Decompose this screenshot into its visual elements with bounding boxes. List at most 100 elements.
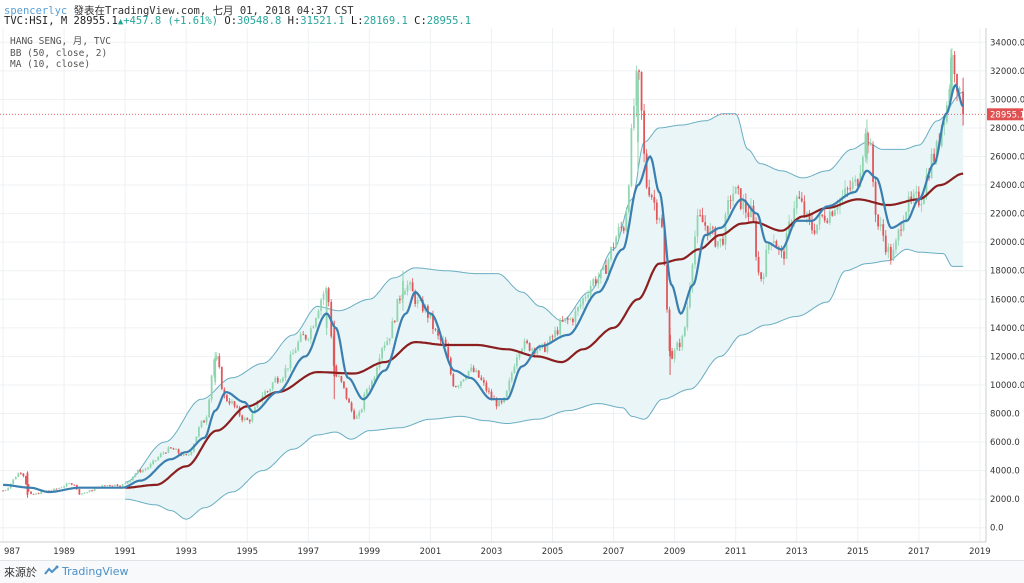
candle-body <box>897 229 900 241</box>
candle-body <box>307 339 310 340</box>
candle-body <box>214 357 217 383</box>
candle-body <box>859 172 862 187</box>
candle-body <box>381 348 383 359</box>
candle-body <box>203 420 205 423</box>
candle-body <box>246 418 249 420</box>
candle-body <box>521 349 523 353</box>
candle-body <box>73 484 76 486</box>
tradingview-logo-icon[interactable] <box>44 565 60 577</box>
legend-symbol[interactable]: HANG SENG, 月, TVC <box>10 36 112 47</box>
candle-body <box>518 352 521 358</box>
price-axis[interactable]: 0.0 2000.0 4000.0 6000.0 8000.0 10000.0 12000.… <box>985 0 1024 560</box>
price-tick-label: 6000.0 <box>990 438 1020 448</box>
time-axis[interactable]: 987 1989 1991 1993 1995 1997 1999 2001 2003 2005 2… <box>0 541 991 557</box>
candle-body <box>465 376 467 380</box>
time-tick-label: 2005 <box>542 547 564 557</box>
candle-body <box>780 249 783 252</box>
author-link[interactable]: spencerlyc <box>4 5 68 17</box>
legend-ma[interactable]: MA (10, close) <box>10 59 91 70</box>
candle-body <box>544 343 546 352</box>
candle-body <box>391 320 394 339</box>
candle-body <box>164 452 167 454</box>
candle-body <box>368 387 371 390</box>
candle-body <box>25 476 27 485</box>
price-tick-label: 32000.0 <box>990 67 1024 77</box>
candle-body <box>633 106 635 129</box>
candle-body <box>482 379 485 383</box>
price-tick-label: 34000.0 <box>990 38 1024 48</box>
candle-body <box>658 218 661 220</box>
candle-body <box>948 89 951 106</box>
candle-body <box>831 211 834 216</box>
candle-body <box>669 334 671 357</box>
candle-body <box>874 181 877 215</box>
candle-body <box>729 200 732 201</box>
close-value: 28955.1 <box>426 15 472 27</box>
candle-body <box>157 457 160 461</box>
time-tick-label: 1999 <box>359 547 381 557</box>
candle-body <box>793 208 796 221</box>
candle-body <box>396 298 399 322</box>
candle-body <box>454 386 457 387</box>
candle-body <box>907 196 910 213</box>
price-tick-label: 14000.0 <box>990 324 1024 334</box>
candle-body <box>93 488 96 492</box>
candle-body <box>836 206 839 210</box>
legend-bb[interactable]: BB (50, close, 2) <box>10 47 108 59</box>
candle-body <box>892 249 895 261</box>
candle-body <box>956 74 958 92</box>
bb-lower-line <box>125 248 964 520</box>
candle-body <box>292 352 294 355</box>
bollinger-bands <box>125 91 964 520</box>
candle-body <box>856 179 859 187</box>
candle-body <box>744 200 747 213</box>
candle-body <box>236 406 238 408</box>
candle-body <box>213 359 216 376</box>
candle-body <box>757 256 760 273</box>
candle-body <box>159 453 162 458</box>
price-tick-label: 28000.0 <box>990 124 1024 134</box>
time-tick-label: 2009 <box>664 547 686 557</box>
candle-body <box>620 226 623 228</box>
candle-body <box>373 377 376 381</box>
tradingview-brand[interactable]: TradingView <box>62 565 129 578</box>
candle-body <box>790 220 793 222</box>
price-axis-bg[interactable] <box>986 0 1024 560</box>
candle-body <box>345 387 348 399</box>
candle-body <box>803 201 806 216</box>
candle-body <box>559 320 562 335</box>
candle-body <box>592 279 595 286</box>
candle-body <box>549 336 551 344</box>
candle-body <box>248 419 251 422</box>
candle-body <box>109 485 111 486</box>
time-tick-label: 2015 <box>847 547 869 557</box>
candle-body <box>617 226 620 238</box>
candle-body <box>467 370 470 377</box>
price-tick-label: 12000.0 <box>990 352 1024 362</box>
candle-body <box>510 373 513 381</box>
candle-body <box>767 244 770 250</box>
candle-body <box>187 454 190 456</box>
candle-body <box>182 454 185 456</box>
candle-body <box>785 233 788 259</box>
candle-body <box>254 407 256 414</box>
candle-body <box>432 314 434 330</box>
candle-body <box>625 212 628 231</box>
candle-body <box>309 328 312 340</box>
candle-body <box>129 480 132 483</box>
candle-body <box>772 241 775 243</box>
candle-body <box>594 279 597 284</box>
high-value: 31521.1 <box>300 15 345 27</box>
candle-body <box>711 227 714 229</box>
price-chart[interactable]: 0.0 2000.0 4000.0 6000.0 8000.0 10000.0 12000.… <box>0 0 1024 560</box>
candle-body <box>879 224 882 227</box>
candle-body <box>653 197 656 203</box>
candle-body <box>783 251 785 259</box>
candles <box>2 47 964 498</box>
candle-body <box>681 336 684 348</box>
candle-body <box>139 469 142 472</box>
candle-body <box>7 488 10 491</box>
indicator-lines <box>0 83 986 494</box>
candle-body <box>68 483 71 485</box>
price-tick-label: 26000.0 <box>990 153 1024 163</box>
